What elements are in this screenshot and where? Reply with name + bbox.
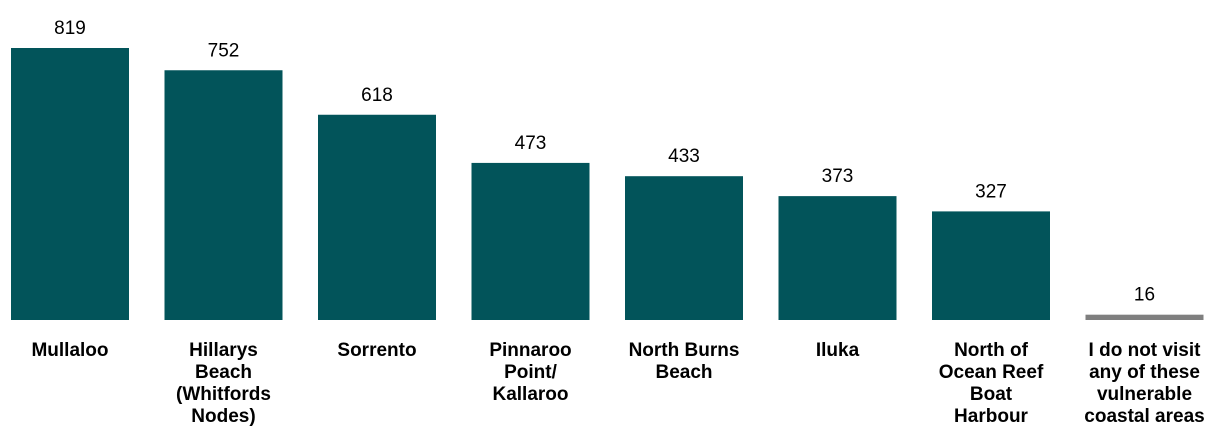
data-label-5: 433 — [668, 146, 700, 167]
data-label-8: 16 — [1134, 285, 1155, 306]
bar-2 — [164, 70, 283, 320]
data-label-2: 752 — [208, 40, 240, 61]
bar-8 — [1085, 314, 1204, 320]
bar-7 — [932, 211, 1050, 320]
category-label-8: I do not visit any of these vulnerable c… — [1084, 340, 1205, 427]
category-label-4: Pinnaroo Point/ Kallaroo — [489, 340, 572, 405]
category-label-3: Sorrento — [337, 340, 417, 361]
category-label-6: Iluka — [815, 340, 860, 361]
data-label-6: 373 — [822, 166, 854, 187]
bar-1 — [11, 48, 129, 320]
category-label-2: Hillarys Beach (Whitfords Nodes) — [176, 340, 271, 427]
data-label-4: 473 — [515, 133, 547, 154]
data-label-7: 327 — [975, 181, 1007, 202]
data-label-3: 618 — [361, 85, 393, 106]
bar-4 — [471, 162, 590, 320]
category-label-5: North Burns Beach — [628, 340, 740, 383]
category-label-1: Mullaloo — [31, 340, 109, 361]
bar-3 — [318, 114, 436, 320]
bar-6 — [778, 196, 897, 320]
bar-5 — [625, 176, 743, 320]
category-label-7: North of Ocean Reef Boat Harbour — [938, 340, 1044, 427]
data-label-1: 819 — [54, 18, 86, 39]
